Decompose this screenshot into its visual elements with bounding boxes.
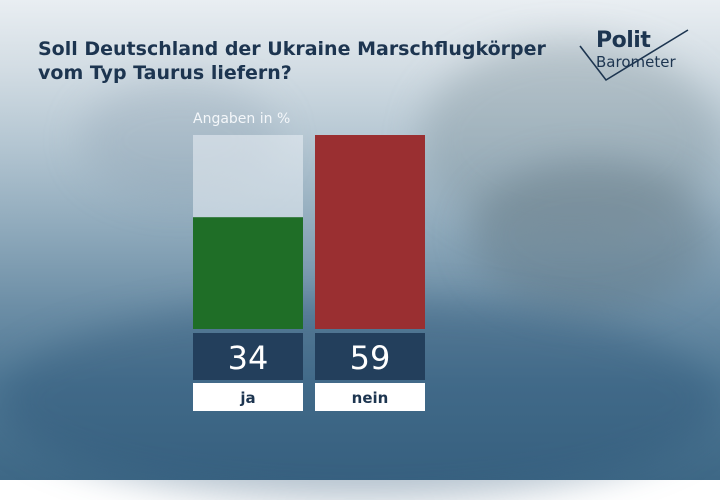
category-label-nein: nein [352, 389, 389, 407]
title-line-1: Soll Deutschland der Ukraine Marschflugk… [38, 38, 546, 60]
title-line-2: vom Typ Taurus liefern? [38, 62, 292, 84]
logo-text-polit: Polit [596, 28, 651, 53]
chart-title: Soll Deutschland der Ukraine Marschflugk… [38, 37, 558, 85]
category-box-nein [315, 383, 425, 411]
bar-nein [315, 135, 425, 329]
category-box-ja [193, 383, 303, 411]
category-label-ja: ja [239, 389, 255, 407]
data-label-ja: 34 [228, 339, 269, 377]
logo-text-barometer: Barometer [596, 53, 676, 71]
value-box-ja [193, 333, 303, 380]
bar-ja [193, 217, 303, 329]
logo-checkmark-icon [579, 29, 689, 82]
data-label-nein: 59 [350, 339, 391, 377]
chart-subtitle: Angaben in % [193, 111, 291, 127]
politbarometer-logo: Polit Barometer [578, 22, 698, 82]
value-box-nein [315, 333, 425, 380]
bar-chart: 34 ja 59 nein [193, 135, 425, 411]
